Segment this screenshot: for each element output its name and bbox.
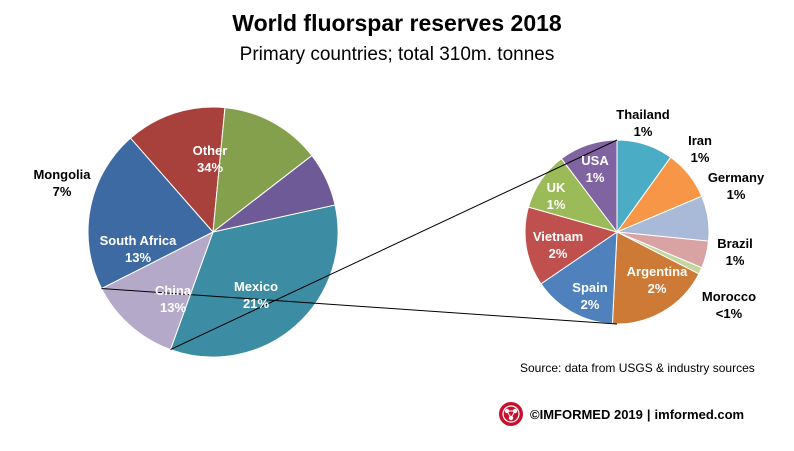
- pct-vietnam: 2%: [549, 246, 568, 261]
- main-slice-china: [129, 106, 226, 234]
- label-iran: Iran: [688, 133, 712, 148]
- imformed-logo-icon: [499, 402, 523, 426]
- pct-mexico: 21%: [243, 296, 269, 311]
- detail-slice-argentina: [611, 231, 700, 325]
- main-pie: [87, 106, 339, 358]
- pct-spain: 2%: [581, 297, 600, 312]
- pct-brazil: 1%: [726, 253, 745, 268]
- connector-lines: [101, 139, 618, 350]
- main-slice-others-expanded-: [100, 230, 214, 351]
- main-slice-mongolia: [212, 154, 336, 233]
- main-slice-south-africa: [212, 107, 313, 234]
- footer-brand: ©IMFORMED 2019: [530, 406, 643, 422]
- main-slice-other: [169, 204, 339, 358]
- label-germany: Germany: [708, 170, 765, 185]
- label-vietnam: Vietnam: [533, 229, 583, 244]
- label-morocco: Morocco: [702, 289, 756, 304]
- label-thailand: Thailand: [616, 107, 670, 122]
- label-mongolia: Mongolia: [33, 167, 91, 182]
- label-south-africa: South Africa: [100, 233, 178, 248]
- pct-uk: 1%: [547, 197, 566, 212]
- label-spain: Spain: [572, 280, 607, 295]
- detail-slice-vietnam: [524, 206, 619, 285]
- pct-iran: 1%: [691, 150, 710, 165]
- detail-pie: [524, 139, 710, 325]
- label-mexico: Mexico: [234, 279, 278, 294]
- pct-argentina: 2%: [648, 281, 667, 296]
- pct-china: 13%: [160, 300, 186, 315]
- pct-germany: 1%: [727, 187, 746, 202]
- footer-site-link[interactable]: imformed.com: [654, 406, 745, 422]
- label-uk: UK: [547, 180, 566, 195]
- chart-subtitle: Primary countries; total 310m. tonnes: [239, 44, 555, 65]
- footer-separator: |: [646, 406, 651, 422]
- label-usa: USA: [581, 153, 609, 168]
- connector-bottom-line: [101, 288, 618, 325]
- label-china: China: [155, 283, 192, 298]
- label-brazil: Brazil: [717, 236, 752, 251]
- pct-usa: 1%: [586, 170, 605, 185]
- pct-other: 34%: [197, 160, 223, 175]
- source-note: Source: data from USGS & industry source…: [520, 361, 755, 375]
- main-slice-mexico: [87, 137, 214, 290]
- pct-morocco: <1%: [716, 306, 743, 321]
- pct-thailand: 1%: [634, 124, 653, 139]
- connector-top-line: [170, 139, 618, 350]
- chart-title: World fluorspar reserves 2018: [232, 10, 562, 36]
- footer: ©IMFORMED 2019 | imformed.com: [498, 400, 744, 428]
- pct-south-africa: 13%: [125, 250, 151, 265]
- label-argentina: Argentina: [627, 264, 688, 279]
- label-other: Other: [193, 143, 228, 158]
- pct-mongolia: 7%: [53, 184, 72, 199]
